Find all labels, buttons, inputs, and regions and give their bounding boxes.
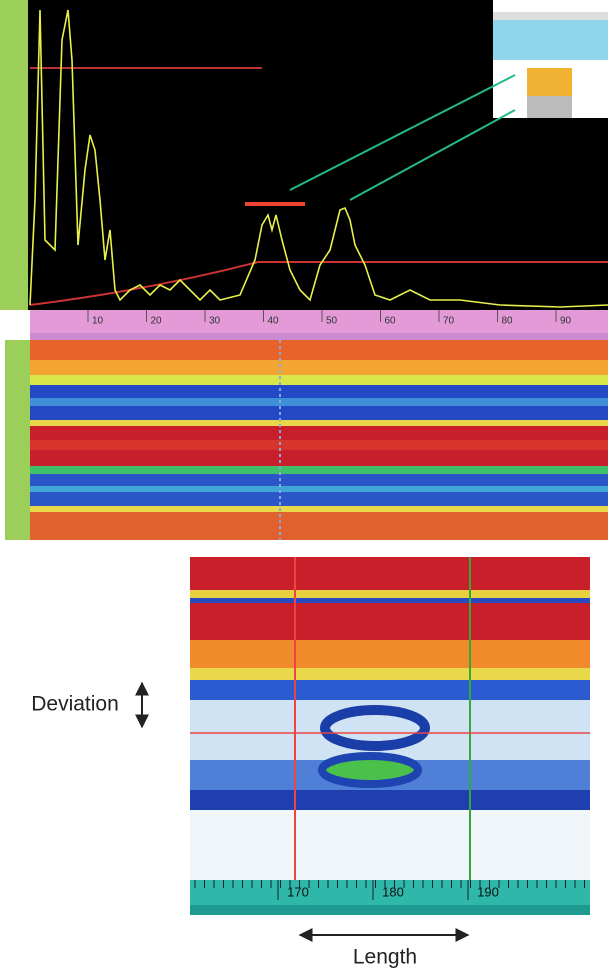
scan-band: [190, 810, 590, 880]
scan-band: [190, 557, 590, 590]
ascan-axis-strip: [30, 333, 608, 340]
zoom-axis-strip: [190, 905, 590, 915]
axis-label: 80: [502, 316, 514, 327]
left-ruler: [5, 340, 30, 540]
indication: [322, 756, 418, 784]
scan-band: [30, 486, 608, 492]
axis-label: 40: [268, 316, 280, 327]
scan-band: [190, 603, 590, 640]
scan-band: [190, 680, 590, 700]
scan-band: [30, 466, 608, 474]
axis-label: 70: [443, 316, 455, 327]
axis-label: 60: [385, 316, 397, 327]
page: 10 20 30 40 50 60 70 80 90 170 180 190 Deviation L…: [0, 0, 608, 971]
inset-layer: [493, 12, 608, 20]
left-ruler: [0, 0, 28, 310]
scan-band: [190, 590, 590, 598]
scan-band: [30, 340, 608, 360]
inset-block: [527, 68, 572, 96]
scan-band: [30, 398, 608, 406]
scan-band: [30, 375, 608, 385]
axis-label: 10: [92, 316, 104, 327]
deviation-label: Deviation: [31, 693, 119, 716]
inset-layer: [493, 20, 608, 60]
axis-label: 190: [477, 884, 499, 899]
scan-band: [30, 512, 608, 540]
length-label: Length: [353, 946, 417, 969]
scan-band: [30, 420, 608, 426]
scan-band: [30, 360, 608, 375]
axis-label: 180: [382, 884, 404, 899]
scan-band: [30, 506, 608, 512]
ascan-axis: [30, 310, 608, 333]
axis-label: 20: [151, 316, 163, 327]
scan-band: [30, 440, 608, 450]
scan-band: [190, 598, 590, 603]
axis-label: 30: [209, 316, 221, 327]
inset-block: [527, 96, 572, 118]
axis-label: 170: [287, 884, 309, 899]
scan-band: [190, 640, 590, 668]
axis-label: 90: [560, 316, 572, 327]
scan-band: [190, 790, 590, 810]
axis-label: 50: [326, 316, 338, 327]
scan-band: [190, 668, 590, 680]
